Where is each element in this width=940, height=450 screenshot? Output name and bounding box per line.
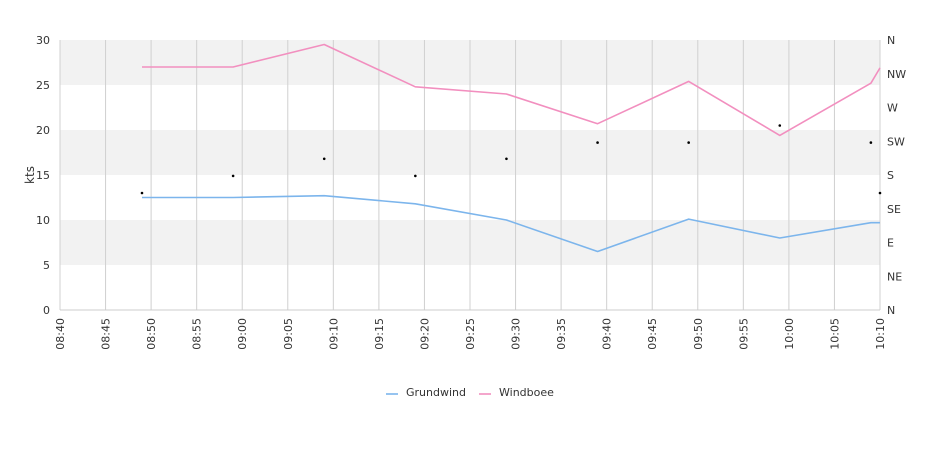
y-axis-ticks: 0 5 10 15 20 25 30 [36,34,50,317]
x-tick-label: 09:00 [236,318,249,350]
direction-marker [687,141,690,144]
x-tick-label: 09:10 [327,318,340,350]
y-tick-label: 20 [36,124,50,137]
series-lines [142,43,881,253]
legend-label: Windboee [499,386,554,399]
series-line [142,43,881,137]
y-axis-label: kts [23,166,37,184]
x-tick-label: 09:05 [282,318,295,350]
x-tick-label: 09:15 [373,318,386,350]
x-tick-label: 08:40 [54,318,67,350]
x-tick-label: 09:25 [464,318,477,350]
legend-label: Grundwind [406,386,466,399]
x-tick-label: 10:05 [828,318,841,350]
y-tick-label: 5 [43,259,50,272]
x-tick-label: 08:45 [100,318,113,350]
right-axis-label: N [887,304,895,317]
right-axis-ticks: N NE E SE S SW W NW N [887,34,906,317]
right-axis-label: S [887,169,894,182]
right-axis-label: NW [887,68,906,81]
series-line [142,194,880,253]
x-tick-label: 08:55 [191,318,204,350]
x-tick-label: 08:50 [145,318,158,350]
x-tick-label: 10:00 [783,318,796,350]
y-tick-label: 10 [36,214,50,227]
right-axis-label: SE [887,203,901,216]
vertical-gridlines [59,40,881,310]
x-tick-label: 09:40 [601,318,614,350]
direction-marker [869,141,873,144]
x-axis-ticks: 08:40 08:45 08:50 08:55 09:00 09:05 09:10 09:15… [54,318,887,350]
x-tick-label: 09:35 [555,318,568,350]
y-tick-label: 0 [43,304,50,317]
direction-marker [231,174,235,178]
right-axis-label: NE [887,270,902,283]
x-tick-label: 09:50 [692,318,705,350]
x-tick-label: 09:45 [646,318,659,350]
y-tick-label: 25 [36,79,50,92]
x-tick-label: 09:20 [418,318,431,350]
x-tick-label: 09:55 [737,318,750,350]
direction-marker [505,157,508,161]
right-axis-label: N [887,34,895,47]
direction-marker [322,157,326,161]
x-tick-label: 09:30 [510,318,523,350]
y-tick-label: 30 [36,34,50,47]
legend: Grundwind Windboee [386,386,554,399]
direction-marker [140,191,144,195]
x-tick-label: 10:10 [874,318,887,350]
right-axis-label: W [887,102,898,115]
direction-markers [140,124,882,195]
right-axis-label: E [887,237,894,250]
direction-marker [778,124,782,127]
direction-marker [878,191,882,195]
y-tick-label: 15 [36,169,50,182]
direction-marker [596,141,599,144]
direction-marker [414,174,417,178]
right-axis-label: SW [887,135,905,148]
